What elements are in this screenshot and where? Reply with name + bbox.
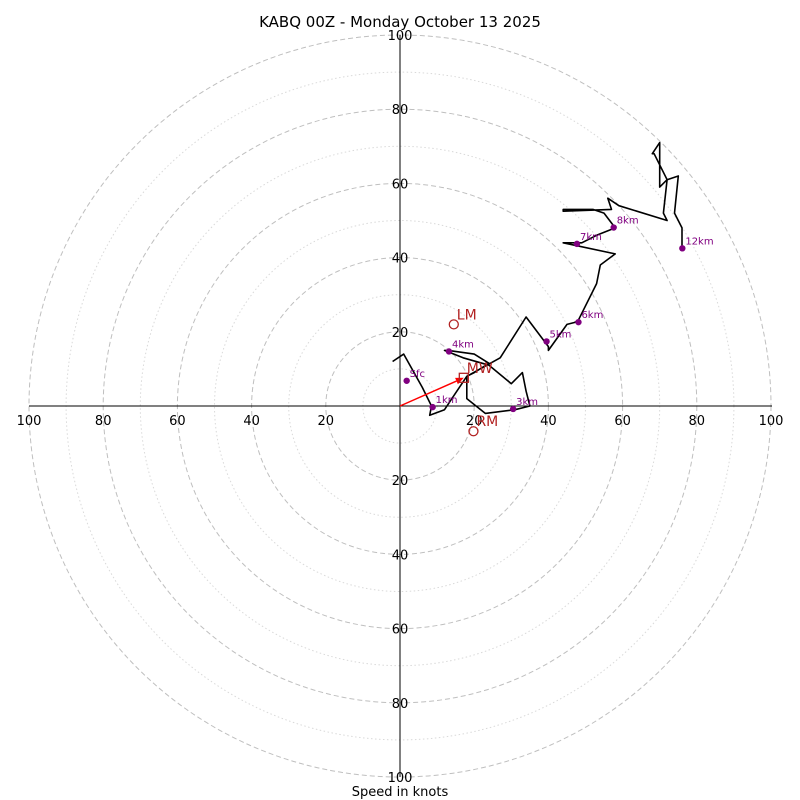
wind-trace: [392, 141, 683, 417]
height-markers: Sfc 1km 3km 4km 5km 6km 7km 8km 12km: [403, 216, 714, 413]
storm-motion-mw-marker: [458, 372, 469, 383]
height-label-12km: 12km: [685, 236, 713, 247]
storm-motion-rm-label: RM: [476, 414, 498, 430]
tick-label-x-right: 80: [689, 414, 706, 429]
tick-label-x-left: 100: [17, 414, 42, 429]
tick-label-y-top: 40: [392, 252, 409, 267]
tick-label-x-right: 20: [466, 414, 483, 429]
storm-motion-rm-marker: [468, 426, 479, 437]
height-marker-7km: [573, 240, 581, 248]
tick-label-x-left: 60: [169, 414, 186, 429]
height-marker-sfc: [403, 377, 410, 384]
tick-label-y-top: 100: [388, 29, 413, 44]
height-label-5km: 5km: [550, 329, 572, 340]
storm-motions: LM RM MW: [448, 307, 498, 437]
storm-motion-lm-label: LM: [457, 307, 477, 323]
tick-label-y-bottom: 100: [388, 771, 413, 786]
tick-label-y-bottom: 80: [392, 697, 409, 712]
height-label-8km: 8km: [617, 216, 639, 227]
height-label-1km: 1km: [436, 395, 458, 406]
height-marker-4km: [445, 348, 453, 355]
mean-wind-arrow-shaft: [399, 380, 457, 407]
height-marker-3km: [509, 405, 517, 413]
height-marker-1km: [429, 403, 436, 411]
tick-labels: 20 20 20 20 40 40 40 40 60 60 60 60 80 80 80 80 100 100 10…: [17, 29, 784, 786]
tick-label-y-bottom: 20: [392, 474, 409, 489]
height-label-4km: 4km: [452, 339, 474, 350]
height-marker-12km: [679, 245, 686, 252]
height-marker-6km: [575, 318, 582, 326]
tick-label-x-right: 60: [614, 414, 631, 429]
tick-label-x-right: 100: [759, 414, 784, 429]
tick-label-x-left: 80: [95, 414, 112, 429]
height-label-sfc: Sfc: [410, 369, 425, 380]
tick-label-y-bottom: 40: [392, 548, 409, 563]
height-marker-8km: [610, 224, 617, 231]
storm-motion-mw-label: MW: [467, 361, 493, 377]
hodograph-trace-line: [392, 141, 683, 417]
tick-label-x-left: 40: [243, 414, 260, 429]
chart-title: KABQ 00Z - Monday October 13 2025: [259, 13, 541, 31]
storm-motion-lm-marker: [448, 319, 459, 330]
height-label-7km: 7km: [580, 232, 602, 243]
height-marker-5km: [543, 338, 550, 345]
tick-label-y-top: 20: [392, 326, 409, 341]
height-label-3km: 3km: [516, 397, 538, 408]
tick-label-y-bottom: 60: [392, 623, 409, 638]
tick-label-x-right: 40: [540, 414, 557, 429]
tick-label-x-left: 20: [318, 414, 335, 429]
height-label-6km: 6km: [581, 310, 603, 321]
tick-label-y-top: 60: [392, 177, 409, 192]
tick-label-y-top: 80: [392, 103, 409, 118]
x-axis-label: Speed in knots: [352, 785, 449, 800]
